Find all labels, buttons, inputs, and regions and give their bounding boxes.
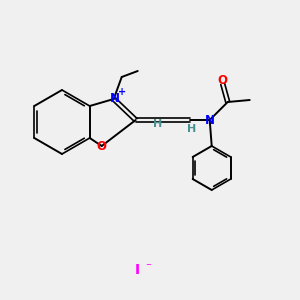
Text: O: O [218,74,228,86]
Text: H: H [187,124,196,134]
Text: I: I [134,263,140,277]
Text: ⁻: ⁻ [145,262,151,272]
Text: N: N [205,113,215,127]
Text: +: + [118,87,126,97]
Text: O: O [97,140,107,152]
Text: H: H [153,119,162,129]
Text: N: N [110,92,120,104]
